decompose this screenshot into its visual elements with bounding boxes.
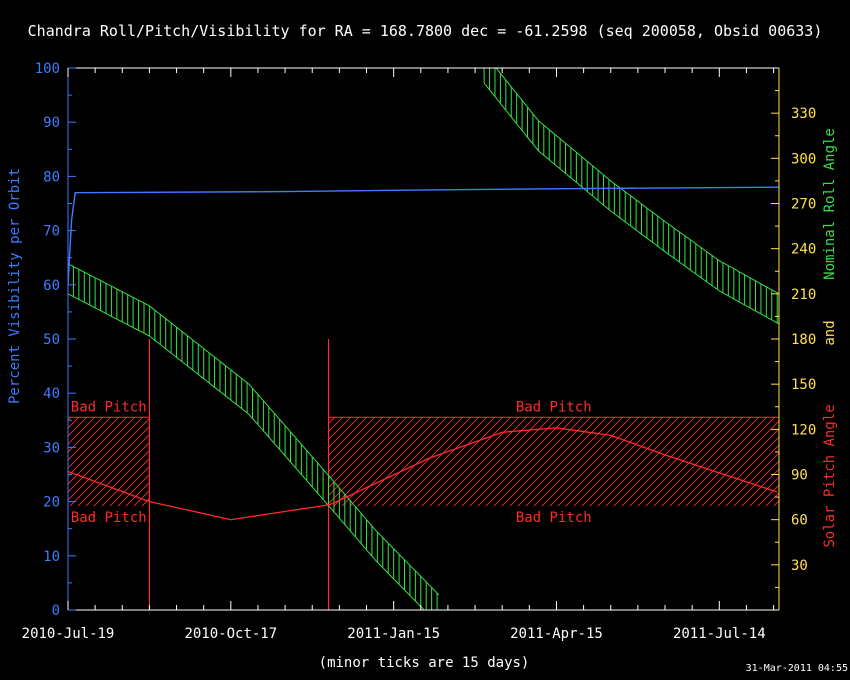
roll-band-lower-0 xyxy=(68,293,425,610)
left-tick-label-20: 20 xyxy=(43,495,60,511)
bad-pitch-layer: Bad Pitch Bad Pitch Bad Pitch Bad Pitch xyxy=(68,339,779,610)
left-tick-label-30: 30 xyxy=(43,440,60,456)
x-tick-label-1: 2010-Oct-17 xyxy=(184,626,277,642)
left-tick-label-40: 40 xyxy=(43,386,60,402)
x-tick-label-4: 2011-Jul-14 xyxy=(673,626,766,642)
chart-title: Chandra Roll/Pitch/Visibility for RA = 1… xyxy=(28,22,823,40)
left-axis-ticks: 0 10 20 30 40 50 60 70 80 90 100 xyxy=(35,61,76,619)
left-tick-label-50: 50 xyxy=(43,332,60,348)
right-tick-label-150: 150 xyxy=(791,377,816,393)
right-tick-label-120: 120 xyxy=(791,422,816,438)
right-tick-label-90: 90 xyxy=(791,468,808,484)
left-tick-label-60: 60 xyxy=(43,278,60,294)
x-tick-label-2: 2011-Jan-15 xyxy=(347,626,440,642)
visibility-line xyxy=(68,186,779,285)
right-axis-pitch-label: Solar Pitch Angle xyxy=(822,404,838,547)
x-axis-note: (minor ticks are 15 days) xyxy=(319,655,530,671)
roll-band-upper-0 xyxy=(68,263,440,596)
bad-pitch-region-0 xyxy=(68,417,150,507)
left-tick-label-0: 0 xyxy=(52,603,60,619)
right-tick-label-300: 300 xyxy=(791,151,816,167)
bad-pitch-label-upper-0: Bad Pitch xyxy=(71,399,147,415)
right-tick-label-30: 30 xyxy=(791,558,808,574)
plot-frame xyxy=(67,67,780,611)
bad-pitch-region-1 xyxy=(328,417,779,507)
left-tick-label-10: 10 xyxy=(43,549,60,565)
pitch-line-layer xyxy=(68,427,778,521)
right-tick-label-210: 210 xyxy=(791,287,816,303)
right-tick-label-60: 60 xyxy=(791,513,808,529)
x-tick-label-3: 2011-Apr-15 xyxy=(510,626,603,642)
timestamp: 31-Mar-2011 04:55 xyxy=(746,663,848,674)
x-tick-label-0: 2010-Jul-19 xyxy=(22,626,115,642)
right-tick-label-330: 330 xyxy=(791,106,816,122)
bad-pitch-label-upper-1: Bad Pitch xyxy=(516,399,592,415)
left-axis-label: Percent Visibility per Orbit xyxy=(7,168,23,404)
bad-pitch-label-lower-1: Bad Pitch xyxy=(516,510,592,526)
left-tick-label-70: 70 xyxy=(43,224,60,240)
left-tick-label-90: 90 xyxy=(43,115,60,131)
left-tick-label-100: 100 xyxy=(35,61,60,77)
right-axis-ticks: 30 60 90 120 150 180 210 240 270 300 330 xyxy=(771,90,816,588)
left-tick-label-80: 80 xyxy=(43,169,60,185)
roll-band-layer xyxy=(68,68,779,610)
roll-band-lower-1 xyxy=(483,82,779,325)
roll-band-upper-1 xyxy=(495,68,779,295)
right-axis-and-label: and xyxy=(822,320,838,345)
right-tick-label-180: 180 xyxy=(791,332,816,348)
visibility-line-layer xyxy=(68,186,779,285)
right-axis-roll-label: Nominal Roll Angle xyxy=(822,128,838,280)
bad-pitch-label-lower-0: Bad Pitch xyxy=(71,510,147,526)
solar-pitch-line xyxy=(68,427,778,521)
right-tick-label-270: 270 xyxy=(791,197,816,213)
right-tick-label-240: 240 xyxy=(791,242,816,258)
x-axis-ticks: 2010-Jul-19 2010-Oct-17 2011-Jan-15 2011-Ap… xyxy=(22,68,775,642)
